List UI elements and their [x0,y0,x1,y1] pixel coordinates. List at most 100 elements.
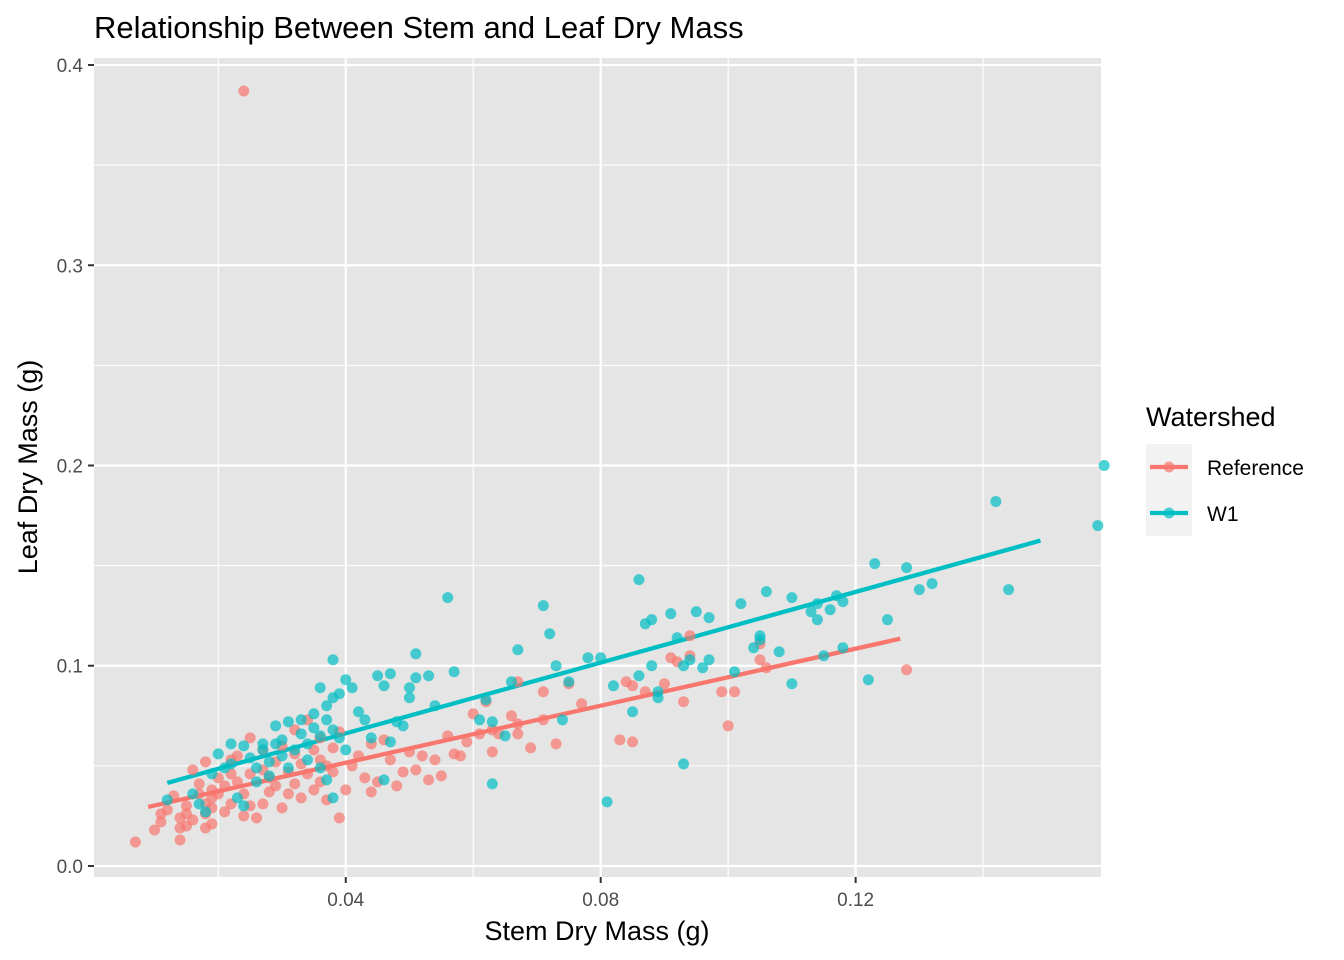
data-point-reference [276,802,288,814]
data-point-reference [333,812,345,824]
data-point-w1 [607,680,619,692]
data-point-reference [550,738,562,750]
data-point-w1 [263,756,275,768]
data-point-reference [295,792,307,804]
data-point-w1 [352,706,364,718]
x-axis: 0.04 0.08 0.12 [327,877,874,911]
x-axis-title: Stem Dry Mass (g) [484,916,709,946]
data-point-reference [537,714,549,726]
data-point-reference [627,736,639,748]
data-point-reference [365,786,377,798]
data-point-w1 [582,652,594,664]
data-point-w1 [926,578,938,590]
data-point-reference [512,718,524,730]
data-point-w1 [703,612,715,624]
data-point-w1 [805,606,817,618]
y-axis-title: Leaf Dry Mass (g) [13,360,43,575]
data-point-w1 [365,732,377,744]
data-point-w1 [238,740,250,752]
data-point-w1 [423,670,435,682]
data-point-w1 [442,592,454,604]
data-point-w1 [276,734,288,746]
data-point-reference [537,686,549,698]
data-point-w1 [384,736,396,748]
data-point-w1 [837,596,849,608]
data-point-w1 [187,788,199,800]
data-point-reference [193,778,205,790]
data-point-reference [729,686,741,698]
data-point-w1 [314,730,326,742]
data-point-reference [180,800,192,812]
data-point-w1 [302,738,314,750]
data-point-w1 [913,584,925,596]
data-point-w1 [837,642,849,654]
data-point-reference [639,686,651,698]
data-point-reference [901,664,913,676]
data-point-reference [161,804,173,816]
data-point-reference [238,85,250,97]
data-point-w1 [410,672,422,684]
data-point-w1 [652,686,664,698]
data-point-w1 [544,628,556,640]
data-point-w1 [403,682,415,694]
data-point-w1 [378,680,390,692]
data-point-w1 [678,758,690,770]
data-point-reference [219,806,231,818]
chart-title: Relationship Between Stem and Leaf Dry M… [94,10,744,45]
data-point-reference [416,750,428,762]
data-point-w1 [735,598,747,610]
data-point-w1 [448,666,460,678]
data-point-reference [461,736,473,748]
data-point-w1 [627,706,639,718]
y-tick-label: 0.4 [57,56,84,77]
data-point-reference [684,630,696,642]
data-point-reference [486,746,498,758]
data-point-reference [397,766,409,778]
legend-key-background [1146,444,1192,536]
data-point-w1 [346,682,358,694]
y-tick-label: 0.0 [57,857,83,878]
data-point-w1 [340,744,352,756]
data-point-w1 [289,744,301,756]
data-point-reference [352,750,364,762]
data-point-reference [187,814,199,826]
data-point-reference [212,788,224,800]
data-point-reference [206,818,218,830]
data-point-w1 [372,670,384,682]
data-point-w1 [327,792,339,804]
data-point-w1 [818,650,830,662]
data-point-w1 [429,700,441,712]
y-tick-label: 0.1 [57,657,83,678]
y-tick-label: 0.3 [57,256,83,277]
legend-label-reference: Reference [1207,457,1304,480]
data-point-w1 [276,750,288,762]
data-point-reference [257,798,269,810]
data-point-reference [658,678,670,690]
data-point-reference [410,764,422,776]
data-point-w1 [295,714,307,726]
data-point-w1 [862,674,874,686]
data-point-reference [129,836,141,848]
data-point-w1 [601,796,613,808]
y-tick-label: 0.2 [57,456,83,477]
data-point-w1 [563,676,575,688]
data-point-reference [308,784,320,796]
data-point-w1 [550,660,562,672]
data-point-w1 [646,614,658,626]
data-point-w1 [556,714,568,726]
data-point-w1 [811,598,823,610]
data-point-w1 [282,716,294,728]
data-point-w1 [308,722,320,734]
data-point-w1 [684,654,696,666]
data-point-w1 [321,774,333,786]
data-point-w1 [340,674,352,686]
data-point-w1 [760,586,772,598]
data-point-w1 [486,716,498,728]
x-tick-label: 0.12 [837,890,874,911]
data-point-w1 [384,668,396,680]
data-point-reference [614,734,626,746]
data-point-w1 [786,678,798,690]
data-point-w1 [333,732,345,744]
data-point-reference [289,778,301,790]
data-point-w1 [537,600,549,612]
